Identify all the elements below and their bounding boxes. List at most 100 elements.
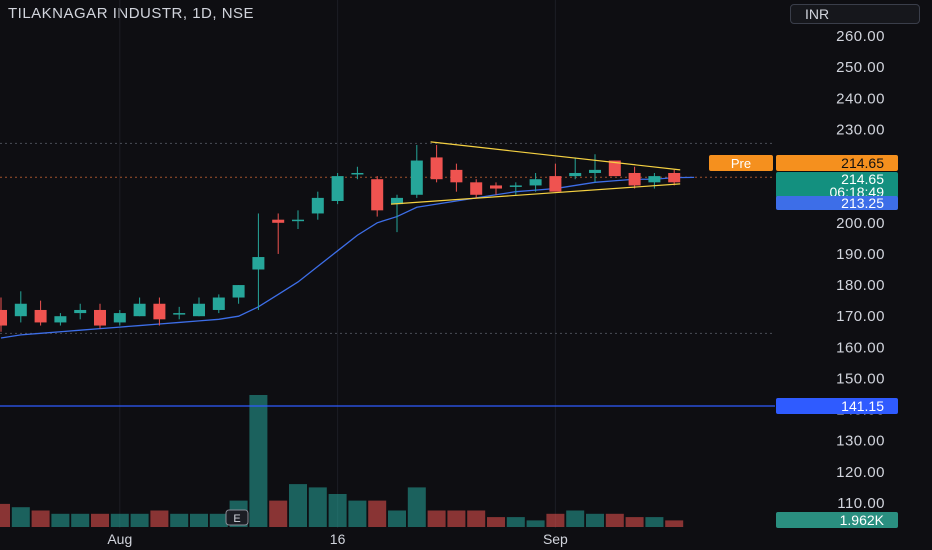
price-axis-tick-label: 130.00 [836,433,885,450]
event-marker-label: E [233,513,240,525]
volume-bar [51,513,70,527]
candle-body [292,219,304,222]
time-axis-tick-label: 16 [330,531,346,547]
candle-body [14,303,27,317]
candle-body [391,197,403,205]
volume-bar [130,513,149,527]
time-axis-tick-label: Aug [107,531,132,547]
volume-bar [526,520,545,527]
candle-body [252,257,265,270]
price-axis-tick-label: 150.00 [836,370,885,387]
price-axis-tick-label: 160.00 [836,339,885,356]
price-axis-tick-label: 170.00 [836,308,885,325]
price-axis-tick-label: 200.00 [836,215,885,232]
price-axis-tick-label: 190.00 [836,246,885,263]
volume-bar [150,510,169,527]
candle-body [430,157,443,180]
pre-market-tag [709,155,773,171]
volume-bar [269,500,288,527]
volume-bar [31,510,50,527]
volume-bar [586,513,604,527]
candle-body [34,309,47,323]
volume-bar [289,484,307,527]
candle-body [371,179,384,211]
triangle-lower-line[interactable] [390,183,681,205]
candle-body [648,176,661,183]
candle-body [193,303,205,317]
candle-body [668,172,681,183]
candle-body [94,309,106,326]
candle-body [589,169,601,173]
pre-market-price-tag [776,155,898,171]
volume-bar [546,513,565,527]
volume-bar [209,513,228,527]
earnings-event-marker[interactable] [225,509,249,526]
candle-body [450,169,463,183]
ma-value-tag [776,196,898,210]
volume-bar [506,517,525,527]
last-price-tag [776,172,898,198]
volume-bar [0,503,10,527]
volume-bar [249,395,268,527]
candle-body [153,303,166,320]
volume-bar [110,513,129,527]
candle-body [311,197,324,214]
volume-bar [645,517,664,527]
candle-body [331,176,344,202]
price-axis-tick-label: 230.00 [836,121,885,138]
candle-body [470,182,483,195]
last-price: 214.65 [841,171,884,187]
price-axis-tick-label: 120.00 [836,464,885,481]
candle-body [569,172,582,177]
volume-bar [407,487,426,527]
ma-value: 213.25 [841,195,884,211]
volume-bar [368,500,387,527]
volume-bar [467,510,486,527]
candle-body [509,185,522,187]
candle-body [173,313,186,315]
volume-bar [170,513,189,527]
volume-bar [190,513,208,527]
pre-market-tag-label: Pre [731,156,751,171]
horizontal-line-tag[interactable] [776,398,898,415]
candle-body [490,185,502,189]
volume-bar [328,494,347,527]
volume-value: 1.962K [840,512,885,528]
volume-bar [348,500,367,527]
volume-bar [447,510,466,527]
volume-bar [11,507,30,527]
candle-body [133,303,146,317]
candle-body [410,160,423,195]
candle-body [113,313,126,323]
currency-selector[interactable]: INR [790,4,920,24]
price-axis-tick-label: 260.00 [836,28,885,45]
candle-body [351,172,364,175]
volume-bar [71,513,90,527]
volume-bar [427,510,446,527]
volume-bar [308,487,327,527]
candle-body [54,316,67,323]
candle-body [628,172,641,186]
volume-tag [776,512,898,528]
volume-bar [625,517,644,527]
pre-market-price: 214.65 [841,155,884,171]
candle-body [74,309,87,314]
time-axis-tick-label: Sep [543,531,568,547]
candle-body [272,219,285,223]
candle-body [232,285,245,298]
volume-bar [605,513,624,527]
price-axis-tick-label: 180.00 [836,277,885,294]
chart-title: TILAKNAGAR INDUSTR, 1D, NSE [8,5,255,22]
volume-bar [665,520,684,527]
triangle-upper-line[interactable] [430,141,681,171]
candle-body [608,160,621,177]
price-axis-tick-label: 240.00 [836,90,885,107]
horizontal-line-value: 141.15 [841,398,884,414]
volume-bar [388,510,406,527]
candle-body [0,309,7,326]
candle-body [212,297,225,310]
moving-average-line [0,176,695,339]
volume-bar [487,517,505,527]
volume-bar [91,513,109,527]
